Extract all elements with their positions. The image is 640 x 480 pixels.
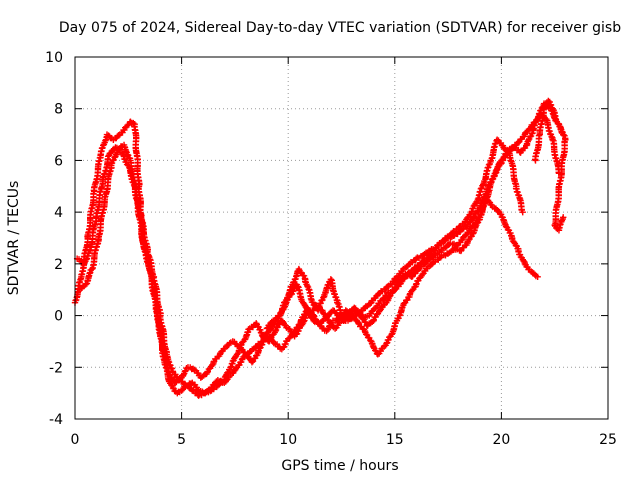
marker-trail — [75, 144, 540, 399]
y-tick-label: 6 — [54, 153, 63, 169]
marker-trail — [264, 137, 525, 331]
series-track-2 — [73, 144, 541, 399]
y-tick-label: -4 — [49, 412, 63, 428]
y-tick-label: 4 — [54, 205, 63, 221]
plot-frame — [74, 56, 609, 420]
y-tick-label: -2 — [49, 360, 63, 376]
y-tick-label: 0 — [54, 309, 63, 325]
marker-trail — [532, 98, 569, 233]
x-tick-label: 0 — [71, 432, 80, 448]
y-axis-title: SDTVAR / TECUs — [6, 181, 22, 296]
chart-title: Day 075 of 2024, Sidereal Day-to-day VTE… — [59, 20, 621, 36]
x-tick-label: 25 — [599, 432, 617, 448]
x-tick-label: 5 — [177, 432, 186, 448]
axis-ticks: 0 5 10 15 20 25 -4 -2 0 2 4 6 8 10 — [45, 50, 617, 448]
grid — [75, 57, 608, 419]
y-tick-label: 10 — [45, 50, 63, 66]
x-axis-title: GPS time / hours — [281, 458, 398, 474]
x-tick-label: 20 — [492, 432, 510, 448]
data-point — [88, 265, 96, 273]
series-track-5 — [532, 97, 569, 234]
y-tick-label: 2 — [54, 257, 63, 273]
marker-trail — [77, 111, 562, 386]
x-tick-label: 10 — [279, 432, 297, 448]
series-track-3 — [76, 110, 563, 386]
series-track-4 — [263, 136, 526, 332]
y-tick-label: 8 — [54, 102, 63, 118]
data-markers — [71, 97, 569, 399]
x-tick-label: 15 — [386, 432, 404, 448]
